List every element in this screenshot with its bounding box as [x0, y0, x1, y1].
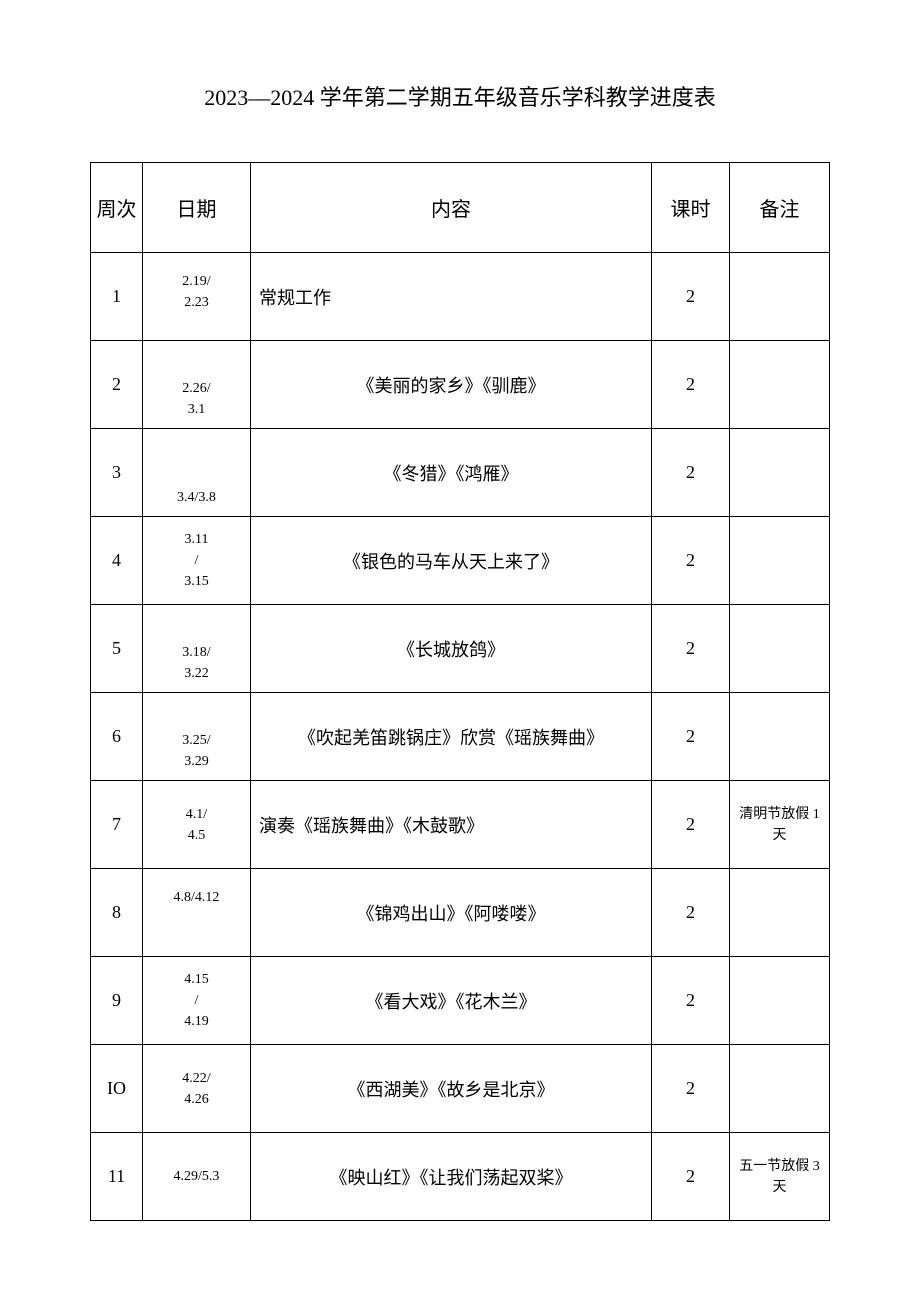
cell-notes — [730, 253, 830, 341]
cell-content: 《看大戏》《花木兰》 — [251, 957, 652, 1045]
cell-notes: 五一节放假 3 天 — [730, 1133, 830, 1221]
header-content: 内容 — [251, 163, 652, 253]
cell-content: 《美丽的家乡》《驯鹿》 — [251, 341, 652, 429]
cell-content: 《长城放鸽》 — [251, 605, 652, 693]
table-row: 114.29/5.3《映山红》《让我们荡起双桨》2五一节放假 3 天 — [91, 1133, 830, 1221]
table-row: 74.1/ 4.5演奏《瑶族舞曲》《木鼓歌》2清明节放假 1 天 — [91, 781, 830, 869]
cell-content: 《映山红》《让我们荡起双桨》 — [251, 1133, 652, 1221]
header-notes: 备注 — [730, 163, 830, 253]
header-week: 周次 — [91, 163, 143, 253]
cell-date: 3.25/ 3.29 — [143, 693, 251, 781]
table-row: 94.15 / 4.19《看大戏》《花木兰》2 — [91, 957, 830, 1045]
cell-date: 4.15 / 4.19 — [143, 957, 251, 1045]
table-row: 33.4/3.8《冬猎》《鸿雁》2 — [91, 429, 830, 517]
cell-hours: 2 — [652, 869, 730, 957]
cell-date: 3.18/ 3.22 — [143, 605, 251, 693]
cell-hours: 2 — [652, 957, 730, 1045]
cell-date: 2.19/ 2.23 — [143, 253, 251, 341]
cell-date: 2.26/ 3.1 — [143, 341, 251, 429]
cell-date: 3.4/3.8 — [143, 429, 251, 517]
cell-week: 1 — [91, 253, 143, 341]
cell-week: 8 — [91, 869, 143, 957]
cell-hours: 2 — [652, 429, 730, 517]
cell-content: 演奏《瑶族舞曲》《木鼓歌》 — [251, 781, 652, 869]
table-row: 43.11 / 3.15《银色的马车从天上来了》2 — [91, 517, 830, 605]
cell-hours: 2 — [652, 1045, 730, 1133]
table-row: 84.8/4.12《锦鸡出山》《阿喽喽》2 — [91, 869, 830, 957]
table-row: 22.26/ 3.1《美丽的家乡》《驯鹿》2 — [91, 341, 830, 429]
schedule-table: 周次 日期 内容 课时 备注 12.19/ 2.23常规工作222.26/ 3.… — [90, 162, 830, 1221]
cell-hours: 2 — [652, 341, 730, 429]
cell-hours: 2 — [652, 1133, 730, 1221]
cell-content: 《锦鸡出山》《阿喽喽》 — [251, 869, 652, 957]
cell-hours: 2 — [652, 253, 730, 341]
cell-notes — [730, 605, 830, 693]
cell-notes — [730, 429, 830, 517]
cell-date: 4.29/5.3 — [143, 1133, 251, 1221]
cell-week: 4 — [91, 517, 143, 605]
cell-hours: 2 — [652, 605, 730, 693]
cell-date: 3.11 / 3.15 — [143, 517, 251, 605]
cell-week: 11 — [91, 1133, 143, 1221]
table-row: 53.18/ 3.22《长城放鸽》2 — [91, 605, 830, 693]
cell-notes — [730, 869, 830, 957]
cell-notes — [730, 341, 830, 429]
table-row: 12.19/ 2.23常规工作2 — [91, 253, 830, 341]
cell-week: 6 — [91, 693, 143, 781]
header-date: 日期 — [143, 163, 251, 253]
cell-week: 9 — [91, 957, 143, 1045]
cell-content: 常规工作 — [251, 253, 652, 341]
table-header-row: 周次 日期 内容 课时 备注 — [91, 163, 830, 253]
cell-week: IO — [91, 1045, 143, 1133]
cell-content: 《西湖美》《故乡是北京》 — [251, 1045, 652, 1133]
cell-week: 5 — [91, 605, 143, 693]
cell-week: 3 — [91, 429, 143, 517]
cell-hours: 2 — [652, 693, 730, 781]
cell-week: 7 — [91, 781, 143, 869]
table-row: IO4.22/ 4.26《西湖美》《故乡是北京》2 — [91, 1045, 830, 1133]
cell-notes — [730, 517, 830, 605]
cell-notes: 清明节放假 1 天 — [730, 781, 830, 869]
cell-content: 《冬猎》《鸿雁》 — [251, 429, 652, 517]
cell-content: 《吹起羌笛跳锅庄》欣赏《瑶族舞曲》 — [251, 693, 652, 781]
cell-date: 4.8/4.12 — [143, 869, 251, 957]
cell-date: 4.1/ 4.5 — [143, 781, 251, 869]
table-row: 63.25/ 3.29《吹起羌笛跳锅庄》欣赏《瑶族舞曲》2 — [91, 693, 830, 781]
cell-notes — [730, 1045, 830, 1133]
cell-content: 《银色的马车从天上来了》 — [251, 517, 652, 605]
cell-date: 4.22/ 4.26 — [143, 1045, 251, 1133]
cell-hours: 2 — [652, 781, 730, 869]
cell-notes — [730, 693, 830, 781]
header-hours: 课时 — [652, 163, 730, 253]
cell-week: 2 — [91, 341, 143, 429]
page-title: 2023—2024 学年第二学期五年级音乐学科教学进度表 — [90, 80, 830, 112]
cell-notes — [730, 957, 830, 1045]
cell-hours: 2 — [652, 517, 730, 605]
